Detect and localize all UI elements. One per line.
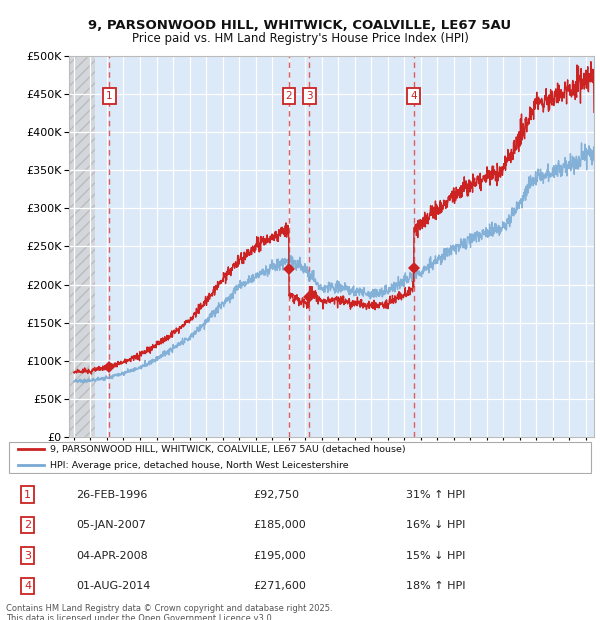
Text: 3: 3 [306, 91, 313, 101]
Text: 4: 4 [410, 91, 417, 101]
Text: 15% ↓ HPI: 15% ↓ HPI [406, 551, 465, 560]
Text: 2: 2 [24, 520, 31, 530]
Text: 16% ↓ HPI: 16% ↓ HPI [406, 520, 465, 530]
Text: 26-FEB-1996: 26-FEB-1996 [77, 490, 148, 500]
Bar [69, 56, 95, 437]
Text: 05-JAN-2007: 05-JAN-2007 [77, 520, 146, 530]
Text: 18% ↑ HPI: 18% ↑ HPI [406, 581, 466, 591]
Text: £271,600: £271,600 [253, 581, 306, 591]
Text: £185,000: £185,000 [253, 520, 306, 530]
Text: Contains HM Land Registry data © Crown copyright and database right 2025.
This d: Contains HM Land Registry data © Crown c… [6, 604, 332, 620]
Text: 4: 4 [24, 581, 31, 591]
Text: HPI: Average price, detached house, North West Leicestershire: HPI: Average price, detached house, Nort… [50, 461, 349, 469]
Text: Price paid vs. HM Land Registry's House Price Index (HPI): Price paid vs. HM Land Registry's House … [131, 32, 469, 45]
Text: 3: 3 [24, 551, 31, 560]
Text: 31% ↑ HPI: 31% ↑ HPI [406, 490, 465, 500]
Text: £92,750: £92,750 [253, 490, 299, 500]
Text: 04-APR-2008: 04-APR-2008 [77, 551, 148, 560]
Text: 1: 1 [24, 490, 31, 500]
Text: 9, PARSONWOOD HILL, WHITWICK, COALVILLE, LE67 5AU (detached house): 9, PARSONWOOD HILL, WHITWICK, COALVILLE,… [50, 445, 406, 454]
Text: £195,000: £195,000 [253, 551, 306, 560]
Text: 1: 1 [106, 91, 113, 101]
Text: 2: 2 [286, 91, 292, 101]
Text: 01-AUG-2014: 01-AUG-2014 [77, 581, 151, 591]
Text: 9, PARSONWOOD HILL, WHITWICK, COALVILLE, LE67 5AU: 9, PARSONWOOD HILL, WHITWICK, COALVILLE,… [88, 19, 512, 32]
